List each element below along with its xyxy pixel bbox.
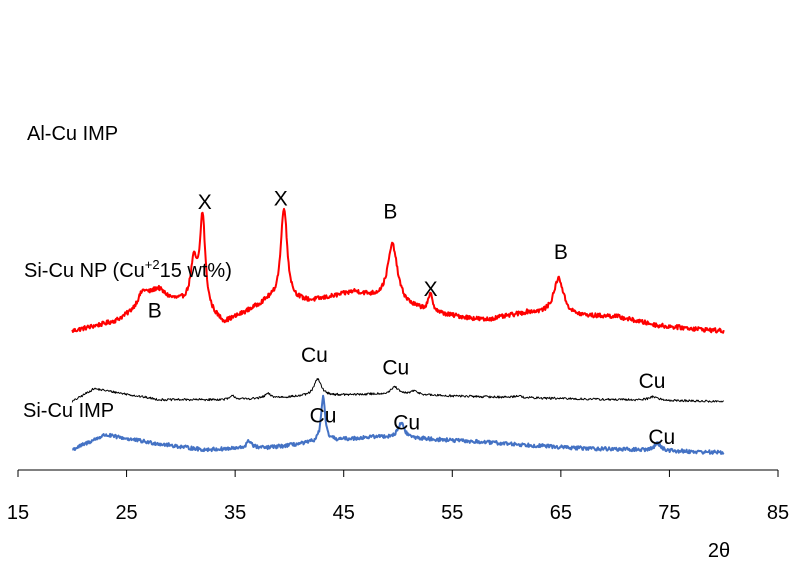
x-tick-label: 65 bbox=[550, 502, 572, 524]
series-label: Si-Cu NP (Cu+215 wt%) bbox=[24, 257, 232, 282]
plot-lines bbox=[71, 207, 725, 455]
peak-annotation: B bbox=[383, 200, 397, 223]
x-tick-label: 35 bbox=[224, 502, 246, 524]
x-axis-label: 2θ bbox=[708, 540, 730, 562]
series-line-al-cu-imp bbox=[71, 207, 725, 334]
series-line-si-cu-np bbox=[71, 378, 724, 403]
peak-annotation: B bbox=[554, 241, 568, 264]
peak-annotation: X bbox=[198, 191, 212, 214]
peak-annotation: B bbox=[148, 300, 162, 323]
x-ticks: 15 25 35 45 55 65 75 85 bbox=[7, 470, 789, 524]
x-tick-label: 45 bbox=[333, 502, 355, 524]
peak-annotations: X X B X B B Cu Cu Cu Cu Cu Cu bbox=[148, 187, 675, 449]
series-line-si-cu-imp bbox=[71, 394, 725, 455]
series-label: Al-Cu IMP bbox=[27, 123, 118, 145]
x-tick-label: 75 bbox=[658, 502, 680, 524]
peak-annotation: Cu bbox=[393, 411, 420, 434]
x-tick-label: 55 bbox=[441, 502, 463, 524]
series-labels: Al-Cu IMP Si-Cu NP (Cu+215 wt%) Si-Cu IMP bbox=[23, 123, 232, 422]
peak-annotation: Cu bbox=[639, 370, 666, 393]
peak-annotation: Cu bbox=[301, 344, 328, 367]
x-tick-label: 15 bbox=[7, 502, 29, 524]
peak-annotation: X bbox=[424, 278, 438, 301]
peak-annotation: Cu bbox=[310, 405, 337, 428]
x-tick-label: 85 bbox=[767, 502, 789, 524]
series-label: Si-Cu IMP bbox=[23, 400, 114, 422]
peak-annotation: Cu bbox=[648, 426, 675, 449]
peak-annotation: X bbox=[274, 187, 288, 210]
x-tick-label: 25 bbox=[115, 502, 137, 524]
peak-annotation: Cu bbox=[382, 357, 409, 380]
